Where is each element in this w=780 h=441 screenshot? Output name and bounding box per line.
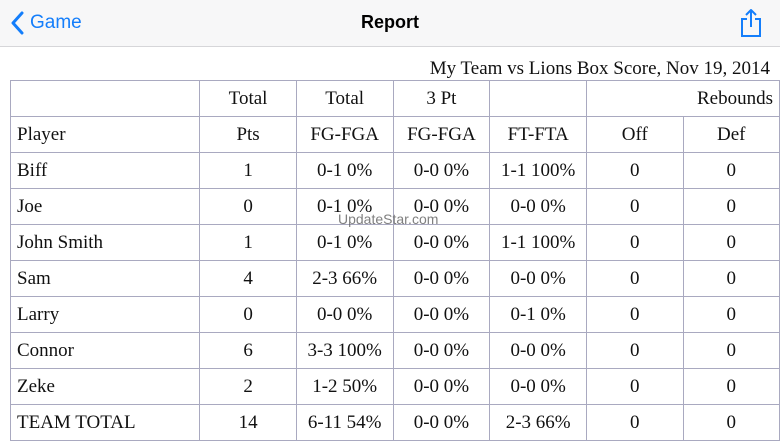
player-name-cell: John Smith — [9, 224, 201, 261]
three-pt-cell: 0-0 0% — [392, 188, 491, 225]
pts-cell: 0 — [199, 188, 297, 225]
three-pt-cell: 0-0 0% — [392, 224, 491, 261]
off-reb-cell: 0 — [586, 188, 684, 225]
pts-cell: 1 — [199, 152, 297, 189]
ft-cell: 1-1 100% — [489, 224, 588, 261]
fg-cell: 0-0 0% — [295, 296, 394, 333]
off-reb-cell: 0 — [586, 332, 684, 369]
player-name-cell: Zeke — [9, 368, 201, 405]
ft-cell: 0-0 0% — [489, 188, 588, 225]
header-player: Player — [9, 116, 201, 153]
def-reb-cell: 0 — [682, 224, 780, 261]
def-reb-cell: 0 — [682, 260, 780, 297]
fg-cell: 3-3 100% — [295, 332, 394, 369]
player-name-cell: Connor — [9, 332, 201, 369]
def-reb-cell: 0 — [682, 332, 780, 369]
off-reb-cell: 0 — [586, 368, 684, 405]
ft-cell: 0-1 0% — [489, 296, 588, 333]
fg-cell: 0-1 0% — [295, 152, 394, 189]
header-3pt: 3 Pt — [392, 80, 491, 117]
player-name-cell: TEAM TOTAL — [9, 404, 201, 441]
report-caption: My Team vs Lions Box Score, Nov 19, 2014 — [429, 58, 770, 79]
three-pt-cell: 0-0 0% — [392, 332, 491, 369]
header-ft-fta: FT-FTA — [489, 116, 588, 153]
pts-cell: 0 — [199, 296, 297, 333]
ft-cell: 2-3 66% — [489, 404, 588, 441]
table-row: Connor 6 3-3 100% 0-0 0% 0-0 0% 0 0 — [9, 332, 780, 369]
player-name-cell: Larry — [9, 296, 201, 333]
off-reb-cell: 0 — [586, 404, 684, 441]
table-row: Zeke 2 1-2 50% 0-0 0% 0-0 0% 0 0 — [9, 368, 780, 405]
ft-cell: 0-0 0% — [489, 260, 588, 297]
pts-cell: 2 — [199, 368, 297, 405]
chevron-left-icon — [11, 11, 24, 35]
header-pts: Pts — [199, 116, 297, 153]
pts-cell: 1 — [199, 224, 297, 261]
def-reb-cell: 0 — [682, 404, 780, 441]
table-row: Sam 4 2-3 66% 0-0 0% 0-0 0% 0 0 — [9, 260, 780, 297]
page-title: Report — [361, 12, 419, 32]
player-name-cell: Joe — [9, 188, 201, 225]
header-rebounds: Rebounds — [586, 80, 780, 117]
header-total-pts: Total — [199, 80, 297, 117]
ft-cell: 0-0 0% — [489, 332, 588, 369]
header-row-columns: Player Pts FG-FGA FG-FGA FT-FTA Off Def — [9, 116, 780, 153]
ft-cell: 1-1 100% — [489, 152, 588, 189]
def-reb-cell: 0 — [682, 368, 780, 405]
pts-cell: 14 — [199, 404, 297, 441]
ft-cell: 0-0 0% — [489, 368, 588, 405]
def-reb-cell: 0 — [682, 188, 780, 225]
player-name-cell: Sam — [9, 260, 201, 297]
off-reb-cell: 0 — [586, 152, 684, 189]
header-total-fg: Total — [295, 80, 394, 117]
three-pt-cell: 0-0 0% — [392, 296, 491, 333]
table-row: Larry 0 0-0 0% 0-0 0% 0-1 0% 0 0 — [9, 296, 780, 333]
nav-bar: Game Report — [0, 0, 780, 47]
header-blank-ft — [489, 80, 588, 117]
table-row: Biff 1 0-1 0% 0-0 0% 1-1 100% 0 0 — [9, 152, 780, 189]
three-pt-cell: 0-0 0% — [392, 368, 491, 405]
header-3pt-fg-fga: FG-FGA — [392, 116, 491, 153]
share-icon — [741, 9, 761, 37]
off-reb-cell: 0 — [586, 296, 684, 333]
fg-cell: 6-11 54% — [295, 404, 394, 441]
back-button-label: Game — [30, 12, 82, 33]
fg-cell: 2-3 66% — [295, 260, 394, 297]
def-reb-cell: 0 — [682, 296, 780, 333]
pts-cell: 4 — [199, 260, 297, 297]
header-off: Off — [586, 116, 684, 153]
three-pt-cell: 0-0 0% — [392, 152, 491, 189]
header-def: Def — [682, 116, 780, 153]
header-blank — [9, 80, 201, 117]
def-reb-cell: 0 — [682, 152, 780, 189]
box-score-table: Total Total 3 Pt Rebounds Player Pts FG-FGA FG-… — [9, 80, 780, 441]
table-row: John Smith 1 0-1 0% 0-0 0% 1-1 100% 0 0 — [9, 224, 780, 261]
share-button[interactable] — [740, 8, 762, 43]
header-fg-fga: FG-FGA — [295, 116, 394, 153]
off-reb-cell: 0 — [586, 260, 684, 297]
team-total-row: TEAM TOTAL 14 6-11 54% 0-0 0% 2-3 66% 0 0 — [9, 404, 780, 441]
off-reb-cell: 0 — [586, 224, 684, 261]
fg-cell: 0-1 0% — [295, 188, 394, 225]
three-pt-cell: 0-0 0% — [392, 404, 491, 441]
player-name-cell: Biff — [9, 152, 201, 189]
three-pt-cell: 0-0 0% — [392, 260, 491, 297]
header-row-group: Total Total 3 Pt Rebounds — [9, 80, 780, 117]
table-row: Joe 0 0-1 0% 0-0 0% 0-0 0% 0 0 — [9, 188, 780, 225]
back-button[interactable]: Game — [10, 10, 82, 36]
pts-cell: 6 — [199, 332, 297, 369]
fg-cell: 1-2 50% — [295, 368, 394, 405]
fg-cell: 0-1 0% — [295, 224, 394, 261]
